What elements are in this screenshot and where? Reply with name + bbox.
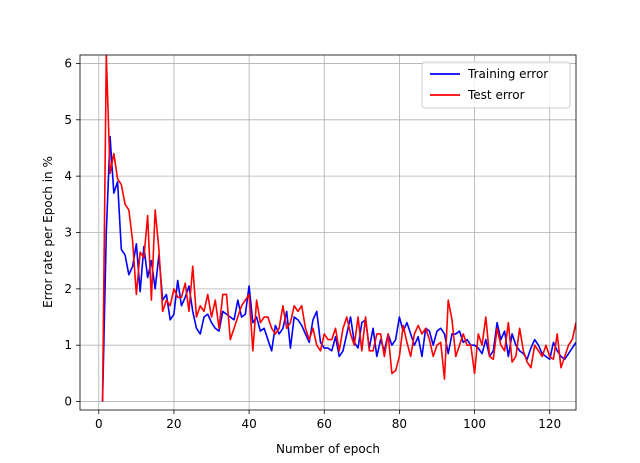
y-axis-ticks: 0 1 2 3 4 5 6 [64, 56, 80, 409]
x-tick-label: 60 [317, 417, 332, 431]
y-tick-label: 0 [64, 395, 72, 409]
x-tick-label: 40 [241, 417, 256, 431]
x-tick-label: 100 [463, 417, 486, 431]
series-lines [101, 55, 576, 402]
legend-label-training: Training error [467, 67, 548, 81]
legend-label-test: Test error [467, 88, 525, 102]
x-axis-label: Number of epoch [276, 442, 380, 456]
y-tick-label: 4 [64, 169, 72, 183]
legend: Training error Test error [421, 61, 571, 109]
y-axis-label: Error rate per Epoch in % [41, 156, 55, 308]
test-error-line [101, 55, 576, 402]
grid [80, 55, 576, 410]
y-tick-label: 6 [64, 56, 72, 70]
y-tick-label: 1 [64, 338, 72, 352]
y-tick-label: 5 [64, 113, 72, 127]
y-tick-label: 3 [64, 226, 72, 240]
y-tick-label: 2 [64, 282, 72, 296]
x-tick-label: 0 [95, 417, 103, 431]
x-tick-label: 80 [392, 417, 407, 431]
x-tick-label: 20 [166, 417, 181, 431]
training-error-line [101, 135, 576, 402]
x-tick-label: 120 [538, 417, 561, 431]
x-axis-ticks: 0 20 40 60 80 100 120 [95, 410, 561, 431]
